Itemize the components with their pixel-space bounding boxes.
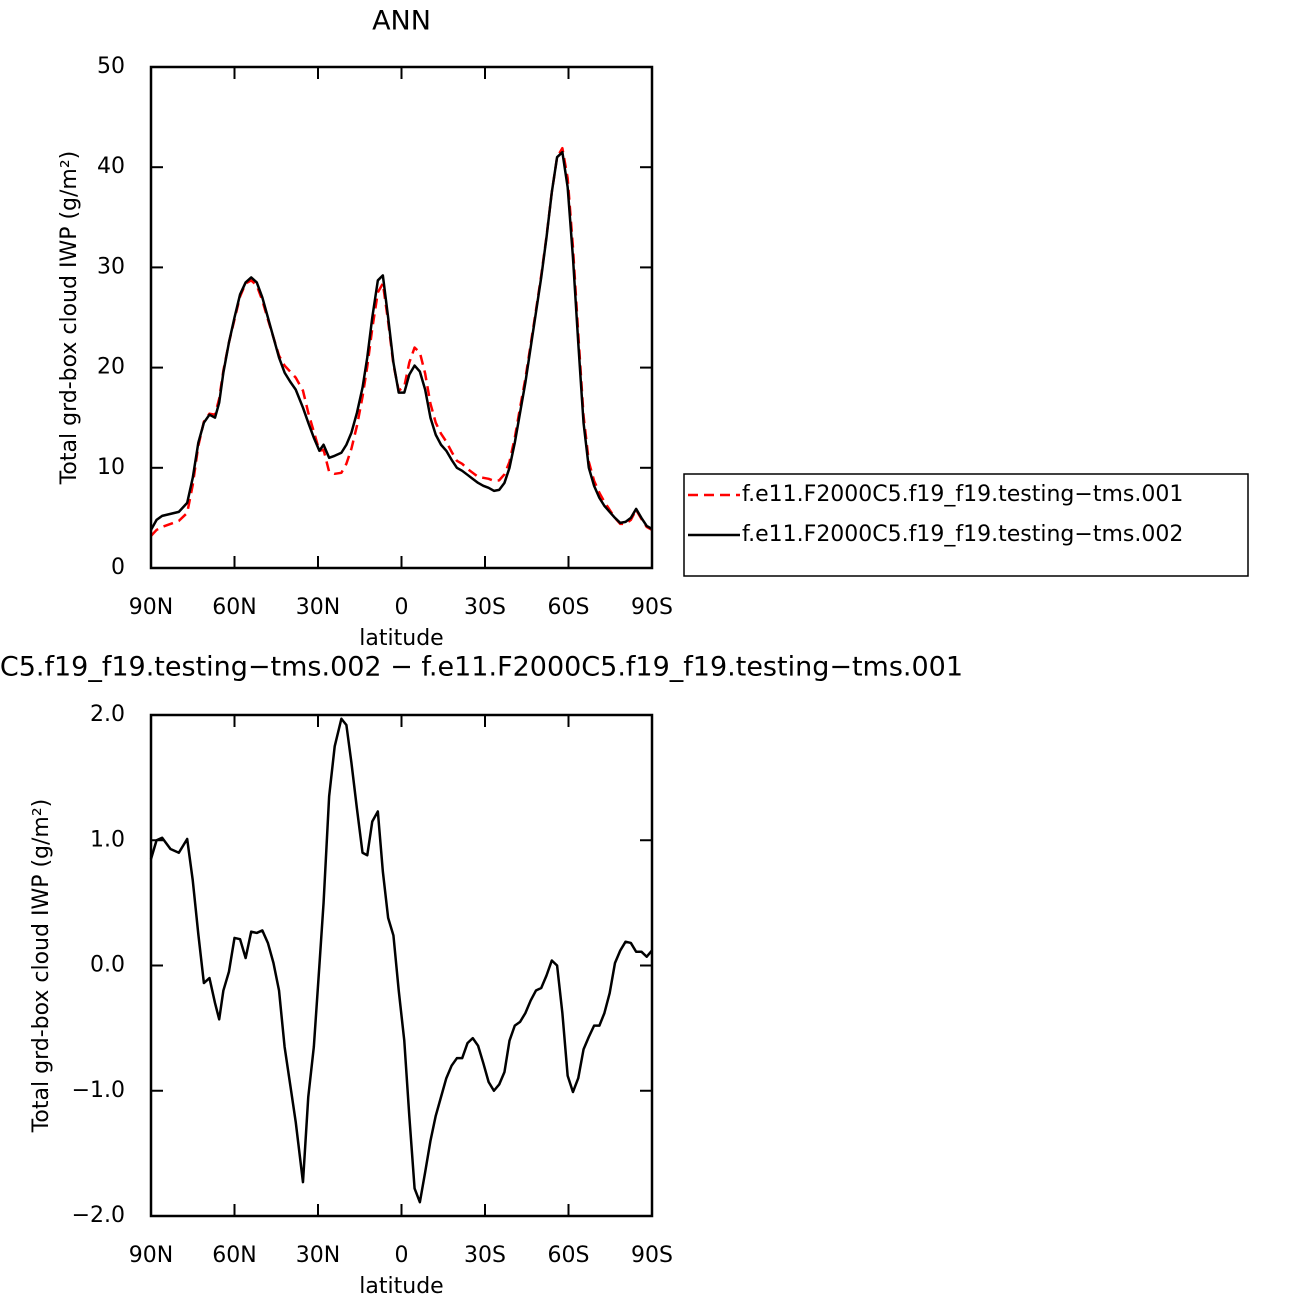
y-tick-label: −2.0 (72, 1203, 125, 1228)
x-tick-label: 30N (296, 595, 340, 620)
x-tick-label: 90N (129, 1243, 173, 1268)
x-tick-label: 30N (296, 1243, 340, 1268)
x-tick-label: 60N (212, 1243, 256, 1268)
data-line (150, 146, 653, 537)
y-tick-label: 50 (97, 54, 125, 79)
chart-title: ANN (372, 6, 431, 37)
x-tick-label: 0 (395, 1243, 409, 1268)
x-axis-label: latitude (359, 626, 443, 651)
x-tick-label: 60S (548, 595, 590, 620)
y-tick-label: 0.0 (90, 953, 125, 978)
x-tick-label: 90S (631, 595, 673, 620)
y-tick-label: 20 (97, 355, 125, 380)
y-tick-label: 40 (97, 154, 125, 179)
data-line (149, 150, 653, 531)
x-tick-label: 30S (464, 595, 506, 620)
x-tick-label: 0 (395, 595, 409, 620)
legend-box (683, 473, 1249, 577)
x-tick-label: 60S (548, 1243, 590, 1268)
legend: f.e11.F2000C5.f19_f19.testing−tms.001 f.e… (683, 473, 1249, 577)
y-tick-label: 10 (97, 455, 125, 480)
x-tick-label: 30S (464, 1243, 506, 1268)
y-axis-label: Total grd-box cloud IWP (g/m²) (29, 799, 54, 1134)
plot-frame (149, 713, 654, 1218)
y-tick-label: 0 (111, 555, 125, 580)
y-axis-label: Total grd-box cloud IWP (g/m²) (57, 151, 82, 486)
legend-label: f.e11.F2000C5.f19_f19.testing−tms.001 (742, 482, 1183, 507)
x-axis-label: latitude (359, 1274, 443, 1299)
y-tick-label: −1.0 (72, 1078, 125, 1103)
x-tick-label: 90S (631, 1243, 673, 1268)
x-tick-label: 60N (212, 595, 256, 620)
data-line (149, 717, 653, 1204)
x-tick-label: 90N (129, 595, 173, 620)
y-tick-label: 2.0 (90, 702, 125, 727)
chart-title: f.e11.F2000C5.f19_f19.testing−tms.002 − … (0, 652, 963, 683)
y-tick-label: 1.0 (90, 827, 125, 852)
legend-label: f.e11.F2000C5.f19_f19.testing−tms.002 (742, 522, 1183, 547)
y-tick-label: 30 (97, 254, 125, 279)
